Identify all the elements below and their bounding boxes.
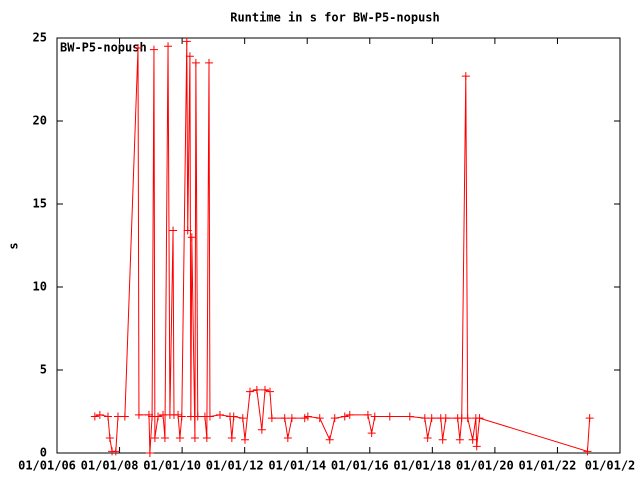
y-tick-label: 15 — [33, 197, 47, 211]
data-point — [103, 412, 112, 421]
x-tick-label: 01/01/16 — [331, 459, 389, 473]
data-point — [134, 410, 143, 419]
data-point — [160, 434, 169, 443]
data-point — [345, 410, 354, 419]
data-point — [325, 435, 334, 444]
data-point — [438, 435, 447, 444]
data-point — [370, 412, 379, 421]
data-point — [149, 45, 158, 54]
data-point — [215, 410, 224, 419]
x-tick-label: 01/01/06 — [18, 459, 76, 473]
x-tick-label: 01/01/12 — [206, 459, 264, 473]
x-tick-label: 01/01/08 — [81, 459, 139, 473]
data-point — [111, 447, 120, 456]
data-point — [174, 410, 183, 419]
data-point — [95, 410, 104, 419]
x-tick-label: 01/01/22 — [519, 459, 577, 473]
data-point — [186, 412, 195, 421]
data-point — [585, 414, 594, 423]
x-tick-label: 01/01/10 — [143, 459, 201, 473]
data-point — [187, 233, 196, 242]
data-point — [202, 434, 211, 443]
data-point — [252, 385, 261, 394]
data-point — [472, 442, 481, 451]
data-point — [159, 410, 168, 419]
data-point — [468, 435, 477, 444]
data-point — [175, 434, 184, 443]
data-point — [191, 58, 200, 67]
data-point — [150, 434, 159, 443]
data-point — [183, 226, 192, 235]
data-point — [420, 414, 429, 423]
x-tick-label: 01/01/18 — [393, 459, 451, 473]
data-point — [182, 37, 191, 46]
data-point — [238, 414, 247, 423]
data-point — [105, 434, 114, 443]
data-point — [257, 425, 266, 434]
data-point — [169, 226, 178, 235]
data-point — [363, 410, 372, 419]
data-point — [113, 412, 122, 421]
data-point — [260, 385, 269, 394]
data-point — [134, 43, 143, 52]
data-point — [120, 412, 129, 421]
x-tick-label: 01/01/2 — [585, 459, 636, 473]
data-point — [185, 52, 194, 61]
data-point — [164, 42, 173, 51]
data-point — [315, 414, 324, 423]
data-point — [245, 387, 254, 396]
data-point — [385, 412, 394, 421]
data-point — [461, 72, 470, 81]
data-point — [266, 387, 275, 396]
data-point — [205, 58, 214, 67]
data-point — [90, 412, 99, 421]
x-tick-label: 01/01/14 — [268, 459, 326, 473]
data-point — [229, 412, 238, 421]
data-point — [190, 434, 199, 443]
y-axis-label: s — [7, 242, 21, 249]
data-point — [177, 412, 186, 421]
data-point — [583, 447, 592, 456]
data-point — [427, 414, 436, 423]
data-point — [367, 429, 376, 438]
y-tick-label: 25 — [33, 31, 47, 45]
data-point — [193, 412, 202, 421]
data-point — [205, 412, 214, 421]
data-point — [287, 414, 296, 423]
x-tick-label: 01/01/20 — [456, 459, 514, 473]
data-point — [283, 434, 292, 443]
y-tick-label: 20 — [33, 114, 47, 128]
data-point — [240, 435, 249, 444]
data-point — [227, 434, 236, 443]
data-point — [455, 435, 464, 444]
data-point — [303, 412, 312, 421]
data-point — [340, 412, 349, 421]
y-tick-label: 10 — [33, 280, 47, 294]
data-point — [330, 414, 339, 423]
y-tick-label: 0 — [40, 446, 47, 460]
plot-frame — [56, 37, 621, 454]
data-point — [405, 412, 414, 421]
data-point — [280, 414, 289, 423]
data-point — [475, 414, 484, 423]
data-point — [441, 414, 450, 423]
data-point — [423, 434, 432, 443]
data-point — [267, 414, 276, 423]
data-point — [145, 449, 154, 457]
data-line — [94, 41, 591, 454]
data-point — [154, 412, 163, 421]
legend-label: BW-P5-nopush — [60, 41, 147, 55]
y-tick-label: 5 — [40, 363, 47, 377]
chart-title: Runtime in s for BW-P5-nopush — [230, 11, 440, 25]
data-point — [463, 414, 472, 423]
